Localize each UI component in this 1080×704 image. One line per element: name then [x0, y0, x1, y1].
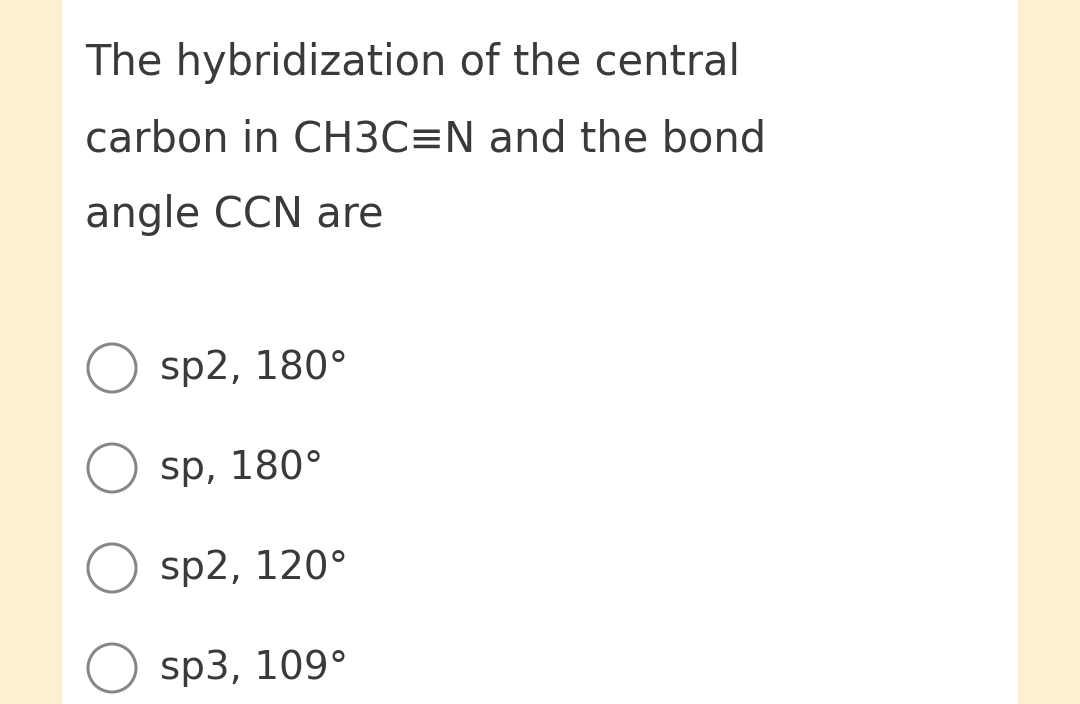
Bar	[0, 0, 62, 704]
Text: sp2, 120°: sp2, 120°	[160, 549, 348, 587]
Text: The hybridization of the central: The hybridization of the central	[85, 42, 740, 84]
Text: sp, 180°: sp, 180°	[160, 449, 323, 487]
Text: sp3, 109°: sp3, 109°	[160, 649, 348, 687]
Text: sp2, 180°: sp2, 180°	[160, 349, 348, 387]
Bar	[1018, 0, 1080, 704]
Text: angle CCN are: angle CCN are	[85, 194, 383, 236]
Text: carbon in CH3C≡N and the bond: carbon in CH3C≡N and the bond	[85, 118, 766, 160]
